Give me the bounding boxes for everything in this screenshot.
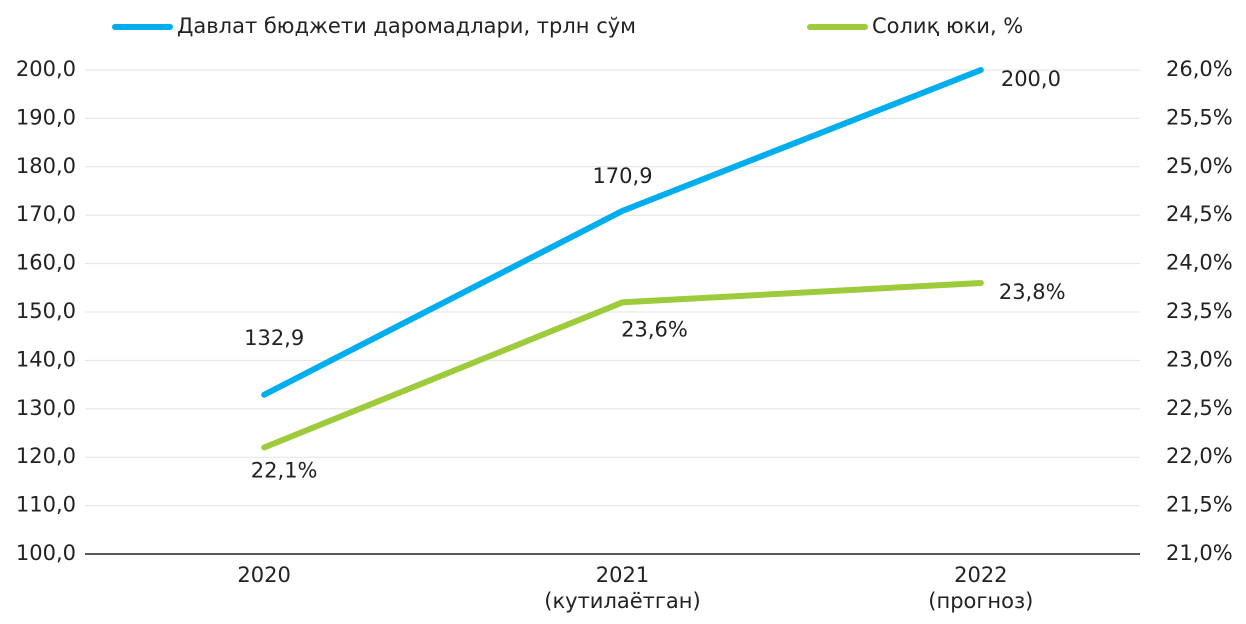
line	[261, 279, 984, 451]
y-tick-label: 150,0	[16, 299, 76, 323]
x-tick-label: 2020	[237, 563, 291, 587]
line	[261, 67, 984, 398]
y-tick-label: 160,0	[16, 251, 76, 275]
data-label: 200,0	[1001, 67, 1061, 91]
y-tick-label: 180,0	[16, 154, 76, 178]
x-tick-label: 2021 (кутилаётган)	[544, 563, 701, 613]
data-label: 23,8%	[999, 280, 1066, 304]
y-tick-label: 170,0	[16, 202, 76, 226]
y2-tick-label: 22,5%	[1166, 396, 1233, 420]
data-label: 170,9	[592, 164, 652, 188]
y-tick-label: 200,0	[16, 57, 76, 81]
y2-tick-label: 24,5%	[1166, 202, 1233, 226]
y-tick-label: 120,0	[16, 444, 76, 468]
y-tick-label: 110,0	[16, 493, 76, 517]
y2-tick-label: 25,0%	[1166, 154, 1233, 178]
y2-tick-label: 25,5%	[1166, 105, 1233, 129]
y-tick-label: 130,0	[16, 396, 76, 420]
y2-tick-label: 22,0%	[1166, 444, 1233, 468]
y2-tick-label: 21,5%	[1166, 493, 1233, 517]
y2-tick-label: 23,0%	[1166, 347, 1233, 371]
legend-label: Давлат бюджети даромадлари, трлн сўм	[177, 14, 636, 38]
y2-tick-label: 26,0%	[1166, 57, 1233, 81]
y2-tick-label: 23,5%	[1166, 299, 1233, 323]
y-tick-label: 190,0	[16, 105, 76, 129]
y-tick-label: 140,0	[16, 347, 76, 371]
x-tick-label: 2022 (прогноз)	[928, 563, 1034, 613]
data-label: 22,1%	[251, 459, 318, 483]
y2-tick-label: 21,0%	[1166, 541, 1233, 565]
data-label: 23,6%	[621, 317, 688, 341]
legend-label: Солиқ юки, %	[872, 14, 1023, 38]
y2-tick-label: 24,0%	[1166, 251, 1233, 275]
y-tick-label: 100,0	[16, 541, 76, 565]
data-label: 132,9	[244, 326, 304, 350]
